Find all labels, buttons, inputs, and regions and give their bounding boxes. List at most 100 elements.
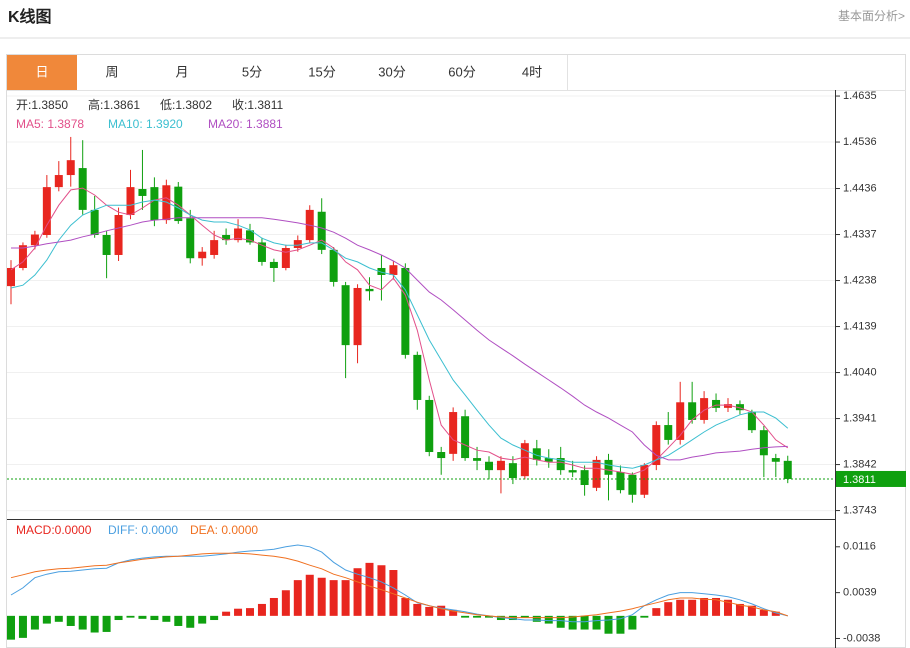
candle-body bbox=[425, 399, 434, 453]
y-tick-label: 0.0039 bbox=[843, 587, 877, 599]
macd-bar bbox=[604, 615, 613, 634]
macd-bar bbox=[592, 615, 601, 630]
candle-body bbox=[353, 287, 362, 346]
candle-body bbox=[198, 251, 207, 259]
candle-body bbox=[616, 471, 625, 491]
tab-bar: 日 周 月 5分 15分 30分 60分 4时 bbox=[7, 55, 568, 90]
candle-body bbox=[747, 412, 756, 431]
tab-label[interactable]: 4时 bbox=[522, 64, 542, 79]
candle-body bbox=[783, 460, 792, 479]
ma-line bbox=[10, 187, 789, 475]
tab[interactable] bbox=[147, 55, 217, 90]
tab[interactable] bbox=[427, 55, 497, 90]
tab[interactable] bbox=[357, 55, 427, 90]
macd-bar bbox=[461, 615, 470, 618]
tab[interactable] bbox=[497, 55, 567, 90]
macd-bar bbox=[174, 615, 183, 626]
candle-body bbox=[473, 458, 482, 461]
macd-bar bbox=[532, 615, 541, 622]
candle-body bbox=[389, 265, 398, 275]
y-tick-label: 1.4436 bbox=[843, 182, 877, 194]
candle-body bbox=[496, 460, 505, 471]
candle-body bbox=[461, 416, 470, 459]
macd-bar bbox=[126, 615, 135, 618]
candle-body bbox=[485, 461, 493, 471]
candle-body bbox=[437, 452, 446, 459]
macd-bar bbox=[473, 615, 482, 618]
macd-bar bbox=[616, 615, 625, 634]
macd-bar bbox=[138, 615, 147, 619]
candle-body bbox=[66, 160, 75, 176]
candle-body bbox=[688, 402, 697, 420]
candle-body bbox=[269, 261, 278, 268]
candle-body bbox=[580, 470, 589, 486]
y-tick-label: 1.3941 bbox=[843, 412, 877, 424]
macd-bar bbox=[66, 615, 75, 626]
macd-bar bbox=[257, 603, 266, 616]
y-tick-label: 1.3842 bbox=[843, 458, 877, 470]
tab-label[interactable]: 月 bbox=[175, 64, 188, 79]
tab[interactable] bbox=[287, 55, 357, 90]
y-tick-label: 1.4040 bbox=[843, 366, 877, 378]
macd-bar bbox=[54, 615, 63, 622]
candle-body bbox=[724, 404, 732, 408]
candle-body bbox=[78, 168, 87, 210]
candle-body bbox=[413, 354, 422, 400]
ma-line bbox=[11, 217, 788, 461]
tab-label[interactable]: 日 bbox=[35, 64, 48, 79]
macd-bar bbox=[712, 597, 721, 616]
candle-body bbox=[293, 240, 302, 249]
candle-body bbox=[735, 404, 744, 411]
legend-entry: MA20: 1.3881 bbox=[208, 117, 283, 131]
macd-bar bbox=[341, 580, 350, 616]
legend-entry: DIFF: 0.0000 bbox=[108, 523, 178, 537]
macd-bar bbox=[556, 615, 565, 628]
macd-bar bbox=[317, 577, 326, 616]
tab[interactable] bbox=[7, 55, 77, 90]
macd-bar bbox=[437, 605, 446, 616]
macd-bar bbox=[30, 615, 39, 630]
y-tick-label: 1.4238 bbox=[843, 274, 877, 286]
y-tick-label: -0.0038 bbox=[843, 632, 880, 644]
tab-label[interactable]: 60分 bbox=[448, 64, 475, 79]
macd-bar bbox=[688, 599, 697, 616]
macd-bar bbox=[377, 565, 386, 616]
legend-entry: MA10: 1.3920 bbox=[108, 117, 183, 131]
tab-label[interactable]: 5分 bbox=[242, 64, 262, 79]
candle-body bbox=[138, 188, 147, 196]
macd-bar bbox=[78, 615, 87, 630]
macd-bar bbox=[425, 606, 434, 616]
link[interactable]: 基本面分析> bbox=[838, 9, 905, 23]
candle-body bbox=[114, 215, 123, 255]
candle-body bbox=[7, 267, 15, 287]
macd-bar bbox=[114, 615, 123, 621]
macd-bar bbox=[246, 608, 254, 616]
candle-body bbox=[222, 234, 231, 241]
candle-body bbox=[150, 187, 159, 221]
tab-label[interactable]: 周 bbox=[105, 64, 118, 79]
y-tick-label: 1.4635 bbox=[843, 90, 877, 102]
candle-body bbox=[652, 425, 661, 466]
last-price-box bbox=[836, 470, 906, 487]
candle-body bbox=[365, 288, 374, 292]
tab[interactable] bbox=[77, 55, 147, 90]
candle-body bbox=[102, 234, 111, 255]
macd-bar bbox=[735, 603, 744, 616]
ohlc-label: 高:1.3861 bbox=[88, 97, 140, 112]
macd-bar bbox=[365, 562, 374, 616]
candle-body bbox=[556, 458, 565, 471]
macd-bar bbox=[568, 615, 577, 630]
tab-label[interactable]: 15分 bbox=[308, 64, 335, 79]
tab[interactable] bbox=[217, 55, 287, 90]
macd-bar bbox=[305, 574, 314, 616]
macd-bar bbox=[652, 608, 661, 616]
macd-bar bbox=[18, 615, 27, 638]
tab-label[interactable]: 30分 bbox=[378, 64, 405, 79]
ohlc-label: 低:1.3802 bbox=[160, 98, 212, 112]
plot bbox=[7, 95, 835, 640]
macd-bar bbox=[329, 580, 338, 616]
macd-bar bbox=[544, 615, 553, 624]
candle-body bbox=[30, 234, 39, 246]
candle-body bbox=[234, 228, 243, 241]
